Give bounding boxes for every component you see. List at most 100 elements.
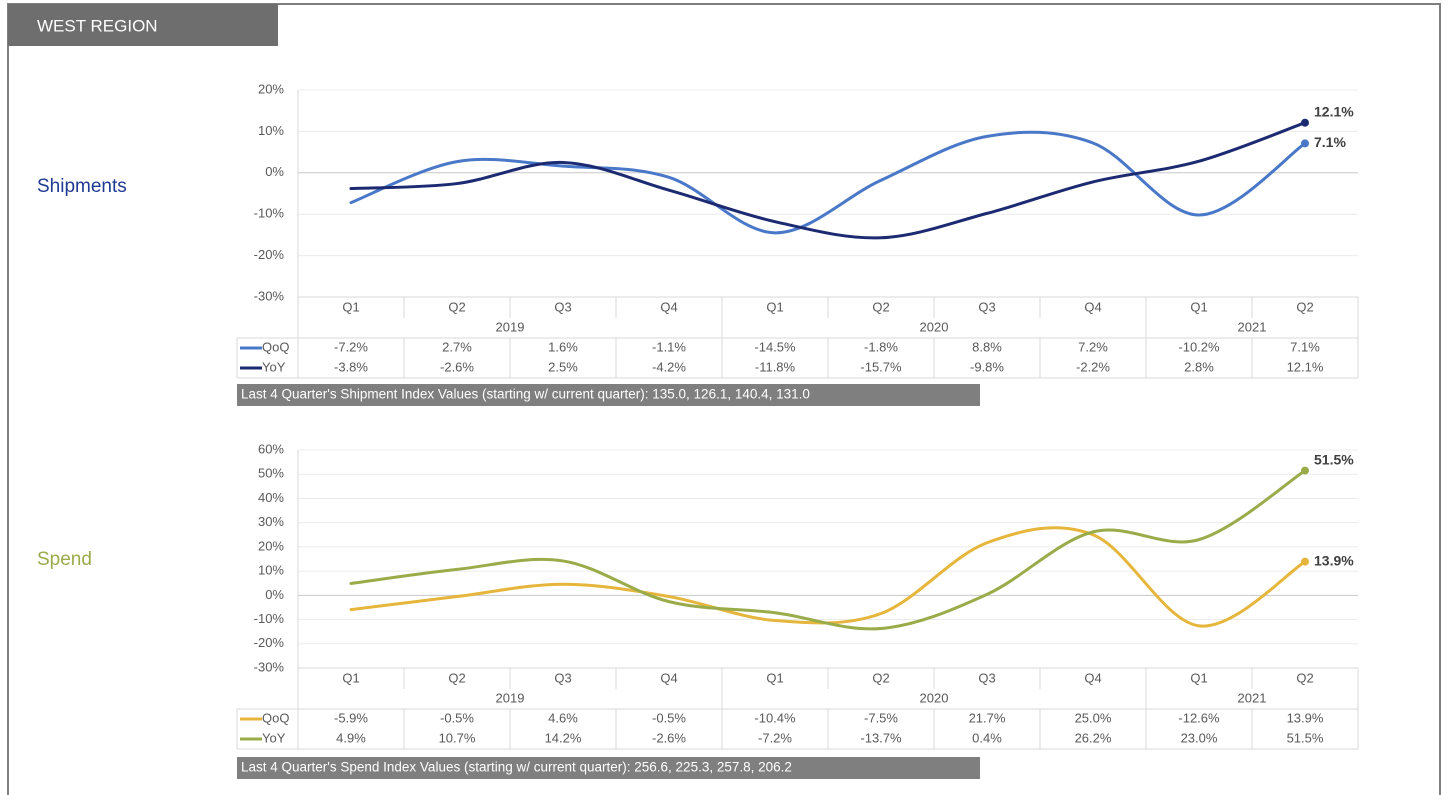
x-tick-label: Q2	[448, 299, 465, 314]
x-tick-label: Q1	[766, 299, 783, 314]
chart-title: Shipments	[37, 176, 127, 197]
table-value: -5.9%	[334, 710, 368, 725]
table-value: 2.5%	[548, 359, 578, 374]
table-value: 12.1%	[1287, 359, 1324, 374]
x-tick-label: Q1	[342, 670, 359, 685]
table-value: -3.8%	[334, 359, 368, 374]
series-line	[349, 121, 1307, 240]
x-tick-label: Q1	[1190, 670, 1207, 685]
table-value: -7.2%	[334, 339, 368, 354]
footnote: Last 4 Quarter's Shipment Index Values (…	[241, 387, 810, 402]
x-tick-label: Q4	[1084, 299, 1101, 314]
group-label: 2020	[920, 690, 949, 705]
y-tick-label: 40%	[258, 490, 284, 505]
table-value: 4.9%	[336, 730, 366, 745]
end-label: 13.9%	[1314, 552, 1354, 568]
x-tick-label: Q2	[448, 670, 465, 685]
y-tick-label: 60%	[258, 441, 284, 456]
x-tick-label: Q3	[978, 670, 995, 685]
x-tick-label: Q2	[872, 670, 889, 685]
footnote-box	[237, 384, 980, 406]
y-tick-label: -10%	[254, 611, 285, 626]
x-tick-label: Q4	[1084, 670, 1101, 685]
end-marker	[1301, 466, 1309, 475]
table-value: -1.8%	[864, 339, 898, 354]
table-value: -2.2%	[1076, 359, 1110, 374]
group-label: 2019	[496, 319, 525, 334]
table-value: 21.7%	[969, 710, 1006, 725]
table-value: 1.6%	[548, 339, 578, 354]
y-tick-label: 10%	[258, 563, 284, 578]
table-value: -10.2%	[1178, 339, 1220, 354]
table-value: -7.2%	[758, 730, 792, 745]
table-value: -7.5%	[864, 710, 898, 725]
table-value: 14.2%	[545, 730, 582, 745]
group-label: 2021	[1238, 690, 1267, 705]
table-value: -0.5%	[652, 710, 686, 725]
y-tick-label: -30%	[254, 288, 285, 303]
x-tick-label: Q4	[660, 670, 677, 685]
y-tick-label: 30%	[258, 514, 284, 529]
y-tick-label: 20%	[258, 81, 284, 96]
end-marker	[1301, 118, 1309, 127]
table-value: 7.1%	[1290, 339, 1320, 354]
table-value: -14.5%	[754, 339, 796, 354]
y-tick-label: -30%	[254, 659, 285, 674]
y-tick-label: -20%	[254, 635, 285, 650]
series-line	[349, 526, 1307, 628]
x-tick-label: Q1	[766, 670, 783, 685]
x-tick-label: Q4	[660, 299, 677, 314]
footnote: Last 4 Quarter's Spend Index Values (sta…	[241, 760, 792, 775]
header-tab	[8, 4, 278, 46]
table-value: -12.6%	[1178, 710, 1220, 725]
table-value: 2.8%	[1184, 359, 1214, 374]
header-title: WEST REGION	[37, 16, 158, 35]
table-value: -0.5%	[440, 710, 474, 725]
x-tick-label: Q2	[1296, 670, 1313, 685]
group-label: 2021	[1238, 319, 1267, 334]
y-tick-label: -20%	[254, 247, 285, 262]
table-value: 26.2%	[1075, 730, 1112, 745]
group-label: 2020	[920, 319, 949, 334]
table-value: 2.7%	[442, 339, 472, 354]
x-tick-label: Q3	[554, 299, 571, 314]
table-value: 7.2%	[1078, 339, 1108, 354]
x-tick-label: Q1	[342, 299, 359, 314]
y-tick-label: 0%	[265, 164, 284, 179]
frame	[7, 3, 1441, 795]
legend-label: YoY	[262, 730, 286, 745]
y-tick-label: -10%	[254, 206, 285, 221]
table-value: 10.7%	[439, 730, 476, 745]
x-tick-label: Q3	[554, 670, 571, 685]
table-value: 23.0%	[1181, 730, 1218, 745]
legend-label: YoY	[262, 359, 286, 374]
table-value: -15.7%	[860, 359, 902, 374]
table-value: -2.6%	[440, 359, 474, 374]
series-line	[349, 130, 1307, 235]
end-label: 12.1%	[1314, 103, 1354, 119]
table-value: -4.2%	[652, 359, 686, 374]
table-value: -2.6%	[652, 730, 686, 745]
table-value: -11.8%	[755, 359, 796, 374]
footnote-box	[237, 757, 980, 779]
table-value: 0.4%	[972, 730, 1002, 745]
table-value: -10.4%	[754, 710, 796, 725]
table-value: 4.6%	[548, 710, 578, 725]
table-value: -9.8%	[970, 359, 1004, 374]
table-value: 8.8%	[972, 339, 1002, 354]
end-marker	[1301, 139, 1309, 148]
table-value: 25.0%	[1075, 710, 1112, 725]
group-label: 2019	[496, 690, 525, 705]
chart-title: Spend	[37, 549, 92, 570]
x-tick-label: Q3	[978, 299, 995, 314]
table-value: -1.1%	[652, 339, 686, 354]
table-value: -13.7%	[860, 730, 902, 745]
x-tick-label: Q2	[872, 299, 889, 314]
end-marker	[1301, 557, 1309, 566]
x-tick-label: Q2	[1296, 299, 1313, 314]
x-tick-label: Q1	[1190, 299, 1207, 314]
y-tick-label: 20%	[258, 538, 284, 553]
table-value: 51.5%	[1287, 730, 1324, 745]
y-tick-label: 10%	[258, 123, 284, 138]
